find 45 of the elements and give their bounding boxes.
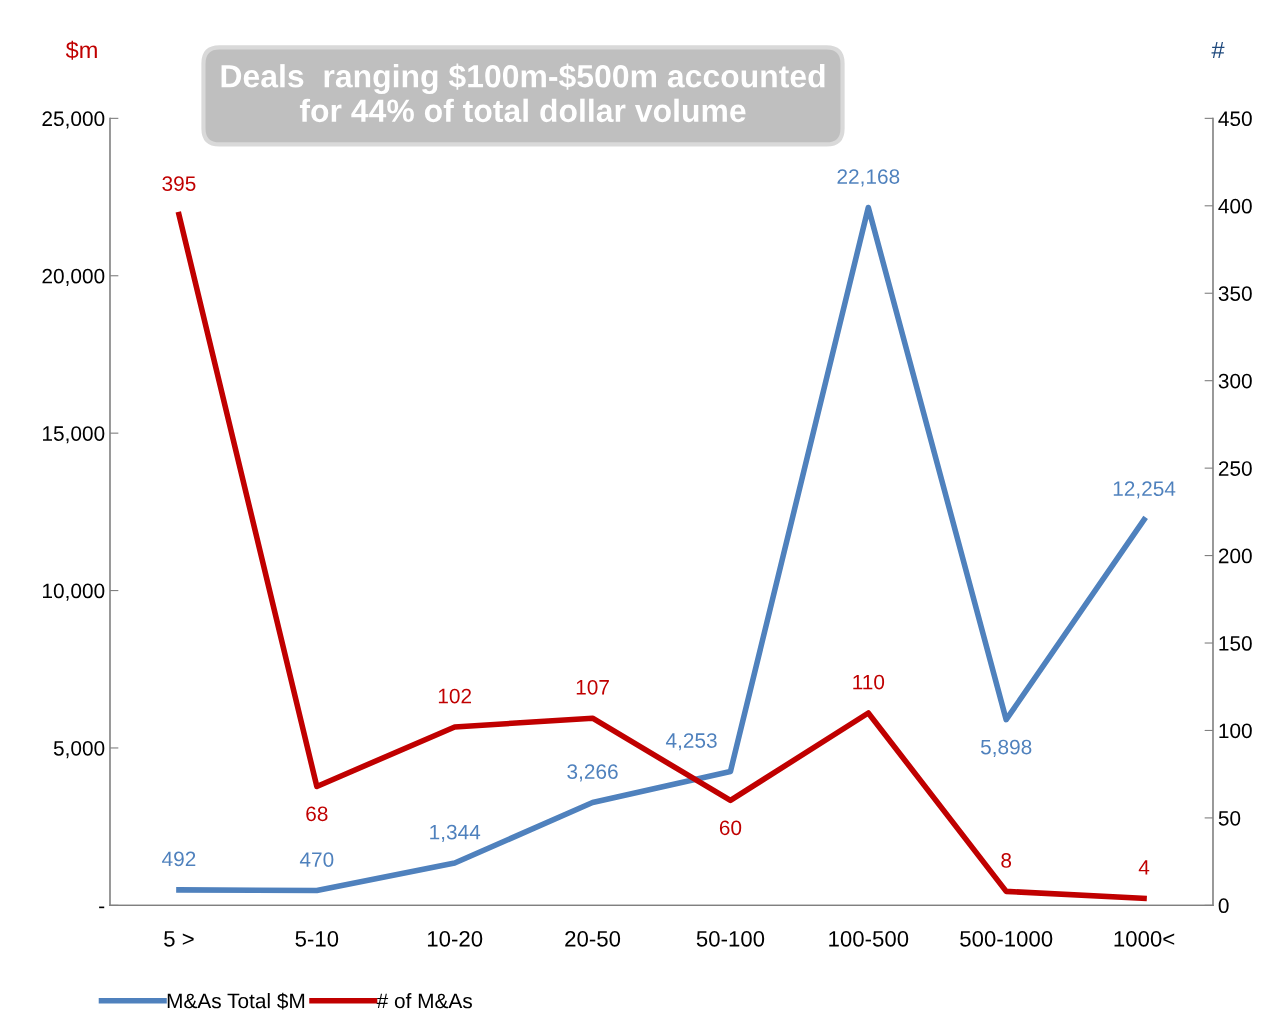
data-label: 102 [438,688,472,704]
data-label: 5,898 [980,739,1032,757]
data-label: 3,266 [567,764,618,782]
data-label: 492 [162,851,196,867]
data-label: 1,344 [430,824,481,842]
annotation: Deals ranging $100m-$500m accounted for 44% of total dollar volume [221,63,825,123]
y-tick-label: - [99,906,105,909]
data-label: 470 [299,852,334,867]
data-label: 68 [306,806,328,822]
y2-tick-label: 0 [1218,898,1229,914]
x-tick-label: 50-100 [696,930,765,947]
x-tick-label: 500-1000 [960,930,1053,947]
data-label: 395 [162,176,196,191]
legend-label: M&As Total $M [167,992,305,1010]
y-tick-label: 15,000 [43,426,105,444]
x-tick-label: 1000< [1114,930,1175,947]
data-label: 4,253 [665,733,717,751]
data-label: 22,168 [837,169,900,187]
data-label: 107 [576,679,609,695]
data-label: 12,254 [1113,481,1176,499]
y2-tick-label: 250 [1218,461,1252,476]
x-tick-label: 100-500 [829,930,909,947]
y2-tick-label: 150 [1219,636,1252,651]
legend-label: # of M&As [376,993,472,1009]
x-tick-label: 10-20 [427,930,483,947]
data-label: 4 [1138,860,1150,875]
x-tick-label: 20-50 [565,930,621,947]
y-tick-label: 10,000 [43,583,105,601]
y-tick-label: 25,000 [42,111,105,129]
y-tick-label: 5,000 [53,740,105,759]
y2-axis-title: # [1211,41,1225,59]
data-label: 110 [853,674,885,690]
y2-tick-label: 50 [1218,810,1241,826]
y2-tick-label: 200 [1218,548,1252,564]
x-tick-label: 5-10 [295,930,339,947]
x-tick-label: 5 > [164,931,194,947]
y2-tick-label: 450 [1218,111,1252,127]
data-label: 60 [719,820,742,836]
y2-tick-label: 350 [1218,286,1252,301]
y2-tick-label: 300 [1218,373,1252,389]
y-tick-label: 20,000 [42,268,105,286]
y-axis-title: $m [65,40,97,60]
y2-tick-label: 400 [1218,198,1252,214]
data-label: 8 [1001,853,1012,868]
y2-tick-label: 100 [1219,723,1252,739]
